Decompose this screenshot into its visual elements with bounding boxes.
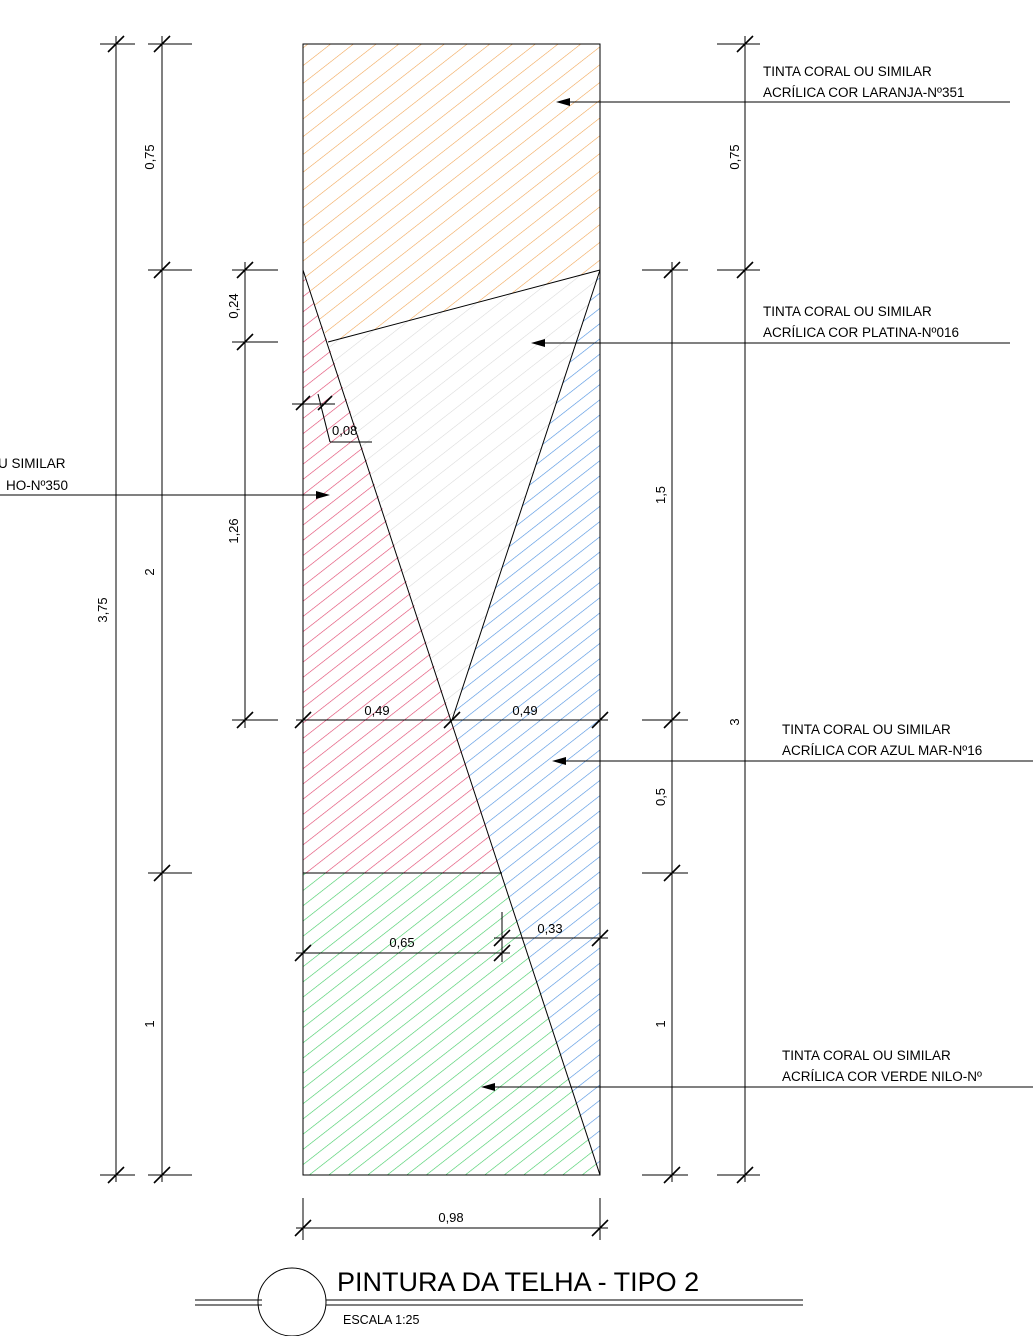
dim-mid-right: 0,49 [512, 703, 537, 718]
region-orange [303, 44, 600, 342]
note-platinum-line1: TINTA CORAL OU SIMILAR [763, 304, 932, 319]
horizontal-dimensions [294, 711, 609, 1240]
dim-126: 1,26 [226, 518, 241, 543]
dimension-labels: 3,75 0,75 2 1 0,24 1,26 0,08 0,75 3 1,5 … [95, 144, 742, 1225]
dim-008-label: 0,08 [332, 423, 357, 438]
dim-mid-left: 0,49 [364, 703, 389, 718]
left-dimensions [100, 35, 278, 1184]
paint-notes: TINTA CORAL OU SIMILAR ACRÍLICA COR LARA… [0, 64, 982, 1084]
dim-left-top: 0,75 [142, 144, 157, 169]
dim-008 [292, 393, 372, 443]
drawing-title: PINTURA DA TELHA - TIPO 2 [337, 1267, 699, 1297]
leader-lines [0, 98, 1033, 1091]
note-orange-line1: TINTA CORAL OU SIMILAR [763, 64, 932, 79]
dim-right-total: 3 [727, 718, 742, 725]
dim-green-width: 0,65 [389, 935, 414, 950]
note-red-line1: U SIMILAR [0, 456, 66, 471]
note-platinum-line2: ACRÍLICA COR PLATINA-Nº016 [763, 325, 959, 340]
note-red-line2: HO-Nº350 [6, 478, 68, 493]
tile-outline [302, 43, 601, 1176]
region-platinum [328, 270, 600, 720]
title-circle [257, 1267, 327, 1336]
dim-right-05: 0,5 [653, 788, 668, 806]
dim-right-top: 0,75 [727, 144, 742, 169]
note-green-line2: ACRÍLICA COR VERDE NILO-Nº [782, 1069, 982, 1084]
drawing-scale: ESCALA 1:25 [343, 1313, 419, 1327]
note-blue-line2: ACRÍLICA COR AZUL MAR-Nº16 [782, 743, 982, 758]
region-blue [452, 270, 600, 1175]
right-dimensions [642, 35, 760, 1184]
note-orange-line2: ACRÍLICA COR LARANJA-Nº351 [763, 85, 965, 100]
title-block: PINTURA DA TELHA - TIPO 2 ESCALA 1:25 [195, 1267, 803, 1336]
dim-left-bottom: 1 [142, 1020, 157, 1027]
dim-024: 0,24 [226, 293, 241, 318]
dim-total-width: 0,98 [438, 1210, 463, 1225]
dim-right-15: 1,5 [653, 486, 668, 504]
note-blue-line1: TINTA CORAL OU SIMILAR [782, 722, 951, 737]
note-green-line1: TINTA CORAL OU SIMILAR [782, 1048, 951, 1063]
dim-blue-width: 0,33 [537, 921, 562, 936]
dim-left-mid: 2 [142, 568, 157, 575]
paint-regions [303, 44, 600, 1175]
dim-right-1: 1 [653, 1020, 668, 1027]
dim-total-height: 3,75 [95, 597, 110, 622]
